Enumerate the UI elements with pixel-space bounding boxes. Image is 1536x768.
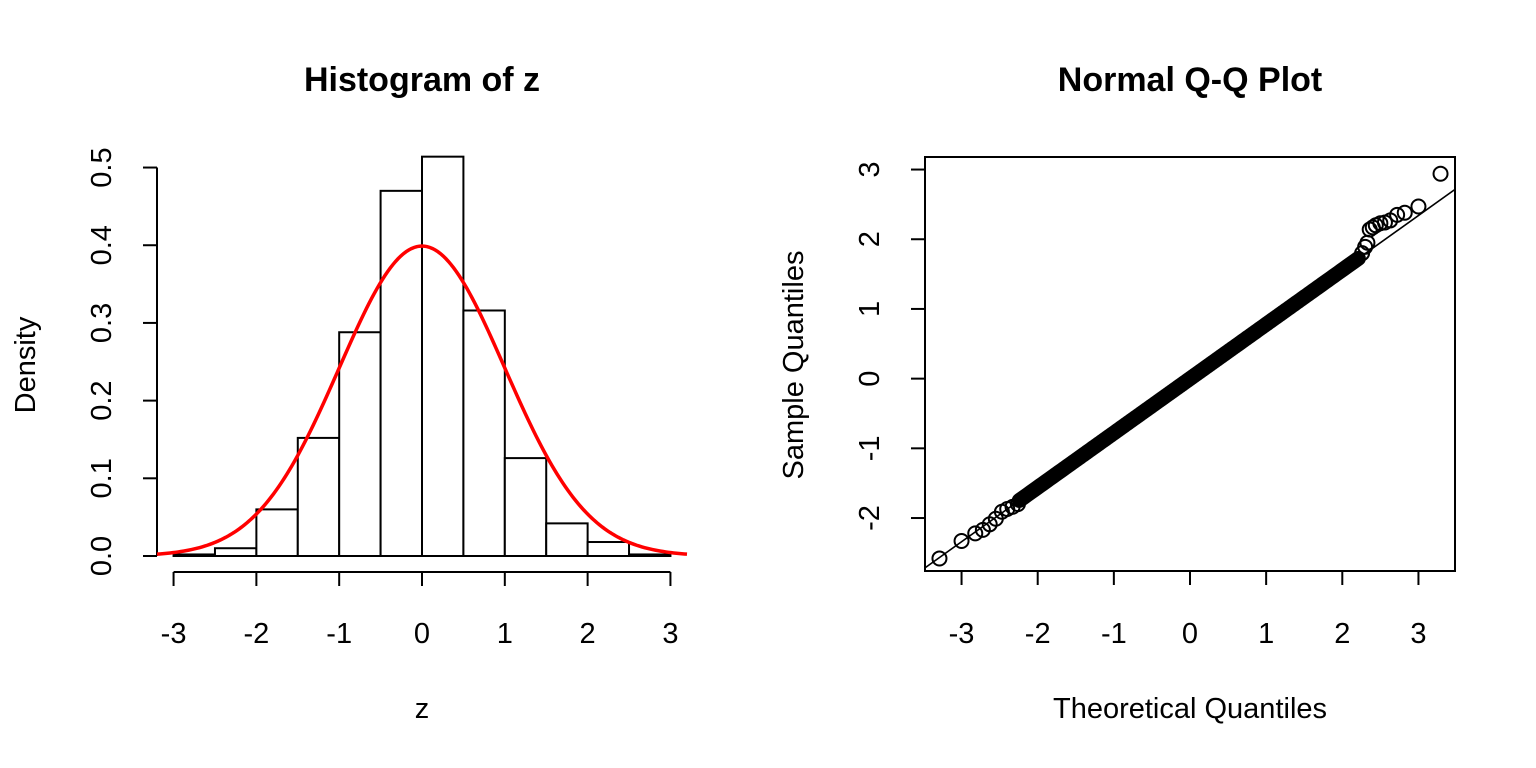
histogram-bar — [255, 508, 299, 557]
histogram-x-tick-label: 3 — [662, 618, 678, 650]
histogram-bar — [421, 155, 465, 558]
histogram-title: Histogram of z — [304, 61, 540, 99]
normal-density-curve — [156, 244, 688, 556]
histogram-x-tick-label: -3 — [161, 618, 187, 650]
qq-sample-points-band — [1011, 250, 1366, 508]
qq-x-tick-label: -1 — [1101, 618, 1127, 650]
histogram-bar — [503, 457, 548, 558]
qq-point — [1432, 165, 1449, 182]
histogram-y-tick-label: 0.2 — [86, 380, 118, 420]
qq-point — [1396, 204, 1413, 221]
qq-point — [1009, 496, 1026, 513]
histogram-bar — [586, 541, 631, 557]
qq-panel: Normal Q-Q Plot Theoretical Quantiles Sa… — [778, 61, 1456, 725]
qq-point — [953, 533, 970, 550]
qq-x-tick-label: -2 — [1025, 618, 1051, 650]
qq-y-axis: -2 -1 0 1 2 3 — [854, 161, 925, 531]
histogram-panel: Histogram of z z Density -3 -2 -1 0 1 2 3 0.00… — [10, 61, 688, 725]
histogram-bar — [296, 436, 341, 557]
histogram-bar — [213, 547, 258, 558]
histogram-bar — [379, 189, 423, 557]
histogram-bar — [628, 553, 672, 558]
histogram-y-tick-label: 0.1 — [86, 458, 118, 498]
histogram-x-label: z — [415, 693, 430, 725]
histogram-x-tick-label: 1 — [497, 618, 513, 650]
qq-point — [1410, 198, 1427, 215]
qq-y-tick-label: 0 — [854, 371, 886, 387]
qq-y-tick-label: 3 — [854, 161, 886, 177]
histogram-x-tick-label: -2 — [243, 618, 269, 650]
histogram-bar — [172, 553, 216, 558]
histogram-y-tick-label: 0.0 — [86, 536, 118, 576]
histogram-y-axis: 0.0 0.1 0.2 0.3 0.4 0.5 — [86, 147, 158, 576]
qq-y-label: Sample Quantiles — [778, 251, 810, 480]
qq-y-tick-label: 1 — [854, 301, 886, 317]
qq-x-tick-label: 1 — [1258, 618, 1274, 650]
histogram-x-tick-label: -1 — [326, 618, 352, 650]
qq-x-tick-label: 0 — [1182, 618, 1198, 650]
qq-y-tick-label: -1 — [854, 435, 886, 461]
qq-y-tick-label: -2 — [854, 505, 886, 531]
histogram-x-axis: -3 -2 -1 0 1 2 3 — [161, 571, 679, 650]
histogram-bar — [545, 522, 589, 557]
qq-x-axis: -3 -2 -1 0 1 2 3 — [949, 570, 1427, 650]
qq-x-tick-label: 3 — [1410, 618, 1426, 650]
histogram-x-tick-label: 0 — [414, 618, 430, 650]
histogram-y-tick-label: 0.4 — [86, 225, 118, 265]
histogram-y-tick-label: 0.5 — [86, 147, 118, 187]
histogram-bars — [172, 155, 672, 558]
qq-y-tick-label: 2 — [854, 231, 886, 247]
qq-sample-points — [931, 165, 1449, 567]
histogram-bar — [338, 331, 382, 557]
histogram-y-label: Density — [10, 316, 42, 413]
qq-point — [1389, 206, 1406, 223]
histogram-y-tick-label: 0.3 — [86, 303, 118, 343]
qq-x-label: Theoretical Quantiles — [1053, 693, 1327, 725]
histogram-x-tick-label: 2 — [580, 618, 596, 650]
qq-x-tick-label: -3 — [949, 618, 975, 650]
qq-point — [967, 525, 984, 542]
qq-title: Normal Q-Q Plot — [1058, 61, 1322, 99]
qq-x-tick-label: 2 — [1334, 618, 1350, 650]
qq-point — [931, 550, 948, 567]
histogram-bar — [462, 309, 506, 557]
